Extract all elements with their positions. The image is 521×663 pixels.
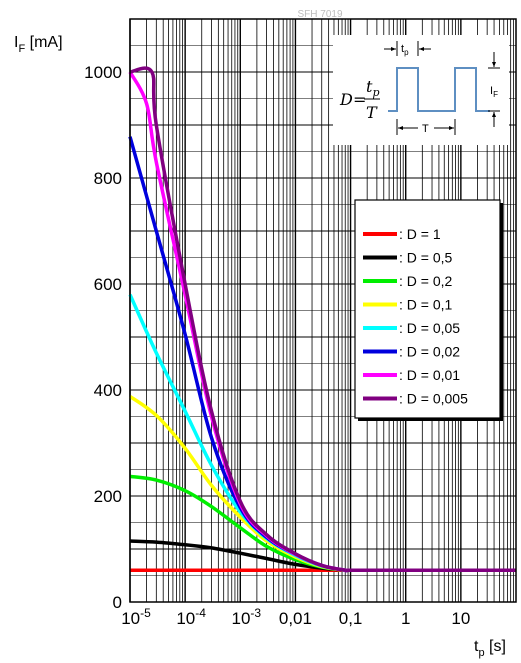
pulse-definition-inset: D = tp T tp T IF: [333, 35, 509, 145]
y-axis-label: IF [mA]: [14, 34, 63, 55]
legend-label: : D = 0,02: [399, 344, 460, 360]
tp-label: tp: [401, 43, 409, 57]
legend-label: : D = 0,05: [399, 320, 460, 336]
grid-lines: [129, 18, 516, 603]
y-tick-label: 0: [113, 593, 122, 612]
legend-label: : D = 0,2: [399, 273, 453, 289]
plot-border: [129, 18, 517, 603]
IF-label: IF: [490, 85, 498, 99]
x-tick-label: 10: [451, 609, 470, 628]
y-tick-label: 200: [94, 487, 122, 506]
legend-label: : D = 0,1: [399, 297, 453, 313]
T-arrowhead-right: [449, 126, 454, 130]
x-tick-label: 10-4: [176, 606, 206, 628]
formula-denominator: T: [366, 103, 378, 122]
T-arrowhead-left: [398, 126, 403, 130]
y-tick-label: 400: [94, 381, 122, 400]
x-tick-label: 1: [401, 609, 410, 628]
y-tick-label: 1000: [84, 63, 122, 82]
legend-box: [354, 199, 501, 419]
tick-labels: 0 200 400 600 800 1000 10-5 10-4 10-3 0,01 0,1 1 10: [84, 63, 470, 628]
inset-background: [333, 35, 509, 145]
IF-arrowhead-top: [492, 62, 496, 67]
legend-label: : D = 0,01: [399, 367, 460, 383]
x-tick-label: 10-5: [121, 606, 151, 628]
tp-arrowhead-left: [391, 47, 396, 51]
tp-arrowhead-right: [419, 47, 424, 51]
legend-label: : D = 1: [399, 226, 441, 242]
series-line: [129, 66, 516, 573]
plot-frame: [129, 18, 517, 603]
legend-label: : D = 0,005: [399, 391, 468, 407]
x-tick-label: 0,1: [339, 609, 363, 628]
formula-equals: =: [353, 90, 366, 109]
series-layer: [128, 66, 516, 573]
formula-lhs: D: [339, 90, 353, 109]
y-tick-label: 600: [94, 275, 122, 294]
chart-title: SFH 7019: [297, 9, 342, 20]
x-tick-label: 10-3: [231, 606, 261, 628]
x-axis-label: tp [s]: [474, 638, 506, 659]
legend-label: : D = 0,5: [399, 250, 453, 266]
legend: : D = 1 : D = 0,5 : D = 0,2 : D = 0,1 : D = …: [354, 199, 503, 421]
IF-arrowhead-bottom: [492, 112, 496, 117]
T-label: T: [422, 123, 429, 135]
formula-numerator: tp: [366, 77, 379, 99]
y-tick-label: 800: [94, 169, 122, 188]
pulse-waveform: [388, 67, 490, 112]
x-tick-label: 0,01: [279, 609, 312, 628]
